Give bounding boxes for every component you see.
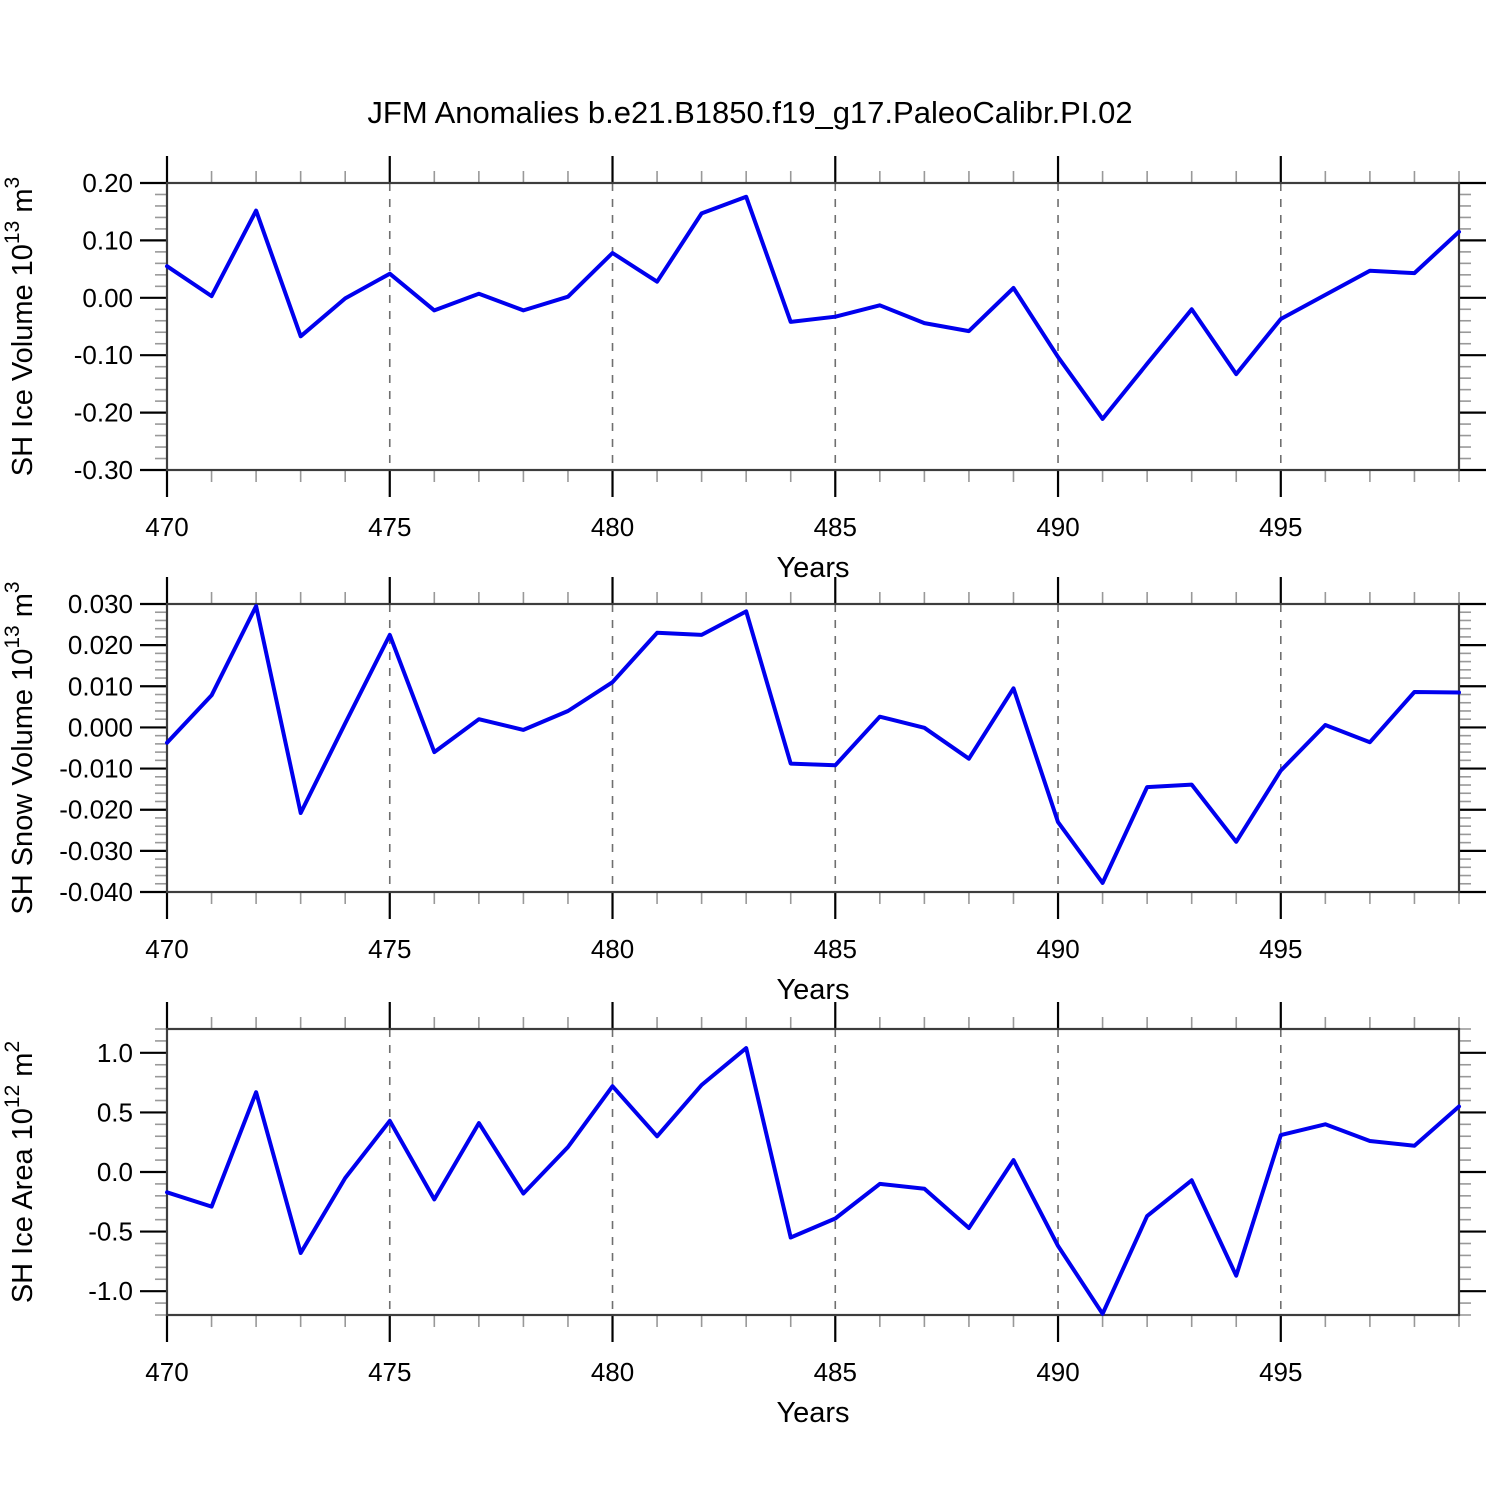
y-tick-label: 0.000 — [68, 712, 133, 742]
y-tick-label: 0.00 — [82, 283, 133, 313]
x-tick-label: 490 — [1036, 934, 1079, 964]
x-tick-label: 485 — [814, 934, 857, 964]
y-tick-label: -0.5 — [88, 1217, 133, 1247]
x-tick-label: 480 — [591, 512, 634, 542]
x-tick-label: 495 — [1259, 934, 1302, 964]
y-tick-label: 0.020 — [68, 630, 133, 660]
x-tick-label: 470 — [145, 934, 188, 964]
x-tick-label: 495 — [1259, 1357, 1302, 1387]
y-axis-ticks — [140, 1028, 1486, 1316]
x-tick-label: 470 — [145, 1357, 188, 1387]
plot-frame — [165, 181, 1461, 472]
series-line-sh-snow-volume — [165, 604, 1461, 885]
panels-group: 0.20 0.10 0.00 -0.10 -0.20 -0.30 470 475 480 485 4… — [1, 156, 1486, 1429]
x-tick-label: 485 — [814, 512, 857, 542]
y-axis-title-sh-ice-volume: SH Ice Volume 1013 m3 — [1, 177, 39, 476]
x-tick-label: 475 — [368, 512, 411, 542]
y-axis-title-sh-ice-area: SH Ice Area 1012 m2 — [1, 1041, 39, 1303]
x-axis-title-sh-ice-volume: Years — [776, 552, 849, 584]
y-tick-label: -0.10 — [74, 340, 133, 370]
x-axis-ticks — [165, 156, 1460, 497]
panel-sh-ice-volume: 0.20 0.10 0.00 -0.10 -0.20 -0.30 470 475 480 485 4… — [1, 156, 1486, 584]
y-tick-label: -0.040 — [59, 877, 133, 907]
y-tick-label: -0.30 — [74, 455, 133, 485]
series-line-sh-ice-volume — [165, 194, 1461, 421]
y-tick-label: 0.030 — [68, 589, 133, 619]
y-tick-label: 0.10 — [82, 225, 133, 255]
x-tick-label: 470 — [145, 512, 188, 542]
panel-sh-ice-area: 1.0 0.5 0.0 -0.5 -1.0 470 475 480 485 490 495 Years… — [1, 1002, 1486, 1429]
y-tick-label: -0.030 — [59, 836, 133, 866]
x-tick-label: 475 — [368, 934, 411, 964]
y-axis-ticks — [140, 181, 1486, 472]
y-axis-title-sh-snow-volume: SH Snow Volume 1013 m3 — [1, 581, 39, 914]
y-tick-label: 1.0 — [97, 1038, 133, 1068]
y-tick-label: 0.010 — [68, 671, 133, 701]
x-axis-title-sh-ice-area: Years — [776, 1397, 849, 1429]
x-axis-title-sh-snow-volume: Years — [776, 974, 849, 1006]
x-tick-label: 485 — [814, 1357, 857, 1387]
x-tick-label: 490 — [1036, 1357, 1079, 1387]
y-tick-label: -1.0 — [88, 1276, 133, 1306]
y-tick-label: 0.20 — [82, 168, 133, 198]
x-tick-label: 495 — [1259, 512, 1302, 542]
chart-title: JFM Anomalies b.e21.B1850.f19_g17.PaleoC… — [367, 95, 1132, 130]
x-tick-label: 475 — [368, 1357, 411, 1387]
x-tick-label: 490 — [1036, 512, 1079, 542]
y-tick-label: -0.010 — [59, 754, 133, 784]
panel-sh-snow-volume: 0.030 0.020 0.010 0.000 -0.010 -0.020 -0.030 -0… — [1, 577, 1486, 1006]
y-tick-label: -0.20 — [74, 398, 133, 428]
y-axis-ticks — [140, 602, 1486, 894]
x-axis-ticks — [165, 1002, 1460, 1342]
plot-frame — [165, 602, 1461, 894]
x-axis-ticks — [165, 577, 1460, 919]
y-tick-label: -0.020 — [59, 795, 133, 825]
x-tick-label: 480 — [591, 934, 634, 964]
y-tick-label: 0.0 — [97, 1157, 133, 1187]
y-tick-label: 0.5 — [97, 1097, 133, 1127]
plot-frame — [165, 1027, 1461, 1317]
x-tick-label: 480 — [591, 1357, 634, 1387]
series-line-sh-ice-area — [165, 1046, 1461, 1316]
